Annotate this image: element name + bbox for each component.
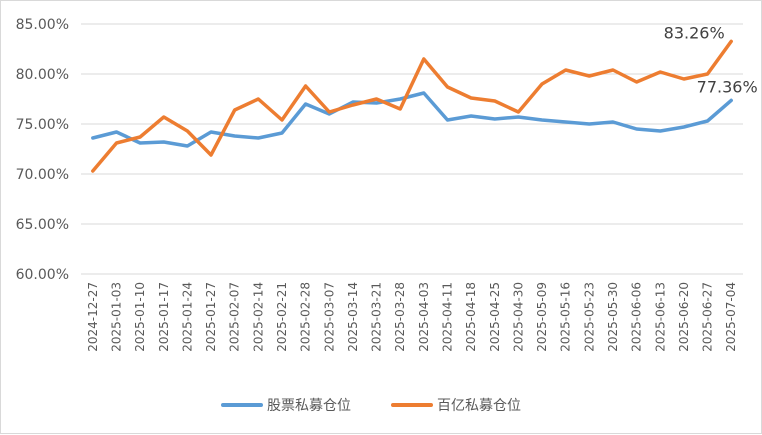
gridlines <box>81 23 743 225</box>
x-tick-label: 2025-04-03 <box>417 282 431 352</box>
x-tick-label: 2025-04-25 <box>488 282 502 352</box>
x-tick-label: 2025-01-27 <box>204 282 218 352</box>
x-tick-label: 2025-03-14 <box>346 282 360 352</box>
x-tick-label: 2025-02-07 <box>228 282 242 352</box>
x-tick-label: 2025-06-27 <box>701 282 715 352</box>
x-tick-label: 2024-12-27 <box>86 282 100 352</box>
y-tick-label: 80.00% <box>16 67 69 83</box>
y-axis-ticks: 60.00% 65.00% 70.00% 75.00% 80.00% 85.00% <box>16 17 69 283</box>
x-tick-label: 2025-02-21 <box>275 282 289 352</box>
x-tick-label: 2025-05-09 <box>535 282 549 352</box>
x-tick-label: 2025-02-14 <box>251 282 265 352</box>
end-label-baiyi: 83.26% <box>664 23 725 42</box>
x-tick-label: 2025-05-30 <box>606 282 620 352</box>
x-tick-label: 2025-06-06 <box>630 282 644 352</box>
x-tick-label: 2025-01-24 <box>180 282 194 352</box>
legend-label-stock: 股票私募仓位 <box>267 398 351 414</box>
series-line-stock <box>91 91 733 148</box>
x-tick-label: 2025-05-16 <box>559 282 573 352</box>
x-axis-ticks: 2024-12-27 2025-01-03 2025-01-10 2025-01-17… <box>86 282 738 352</box>
series-line-baiyi <box>91 39 733 173</box>
y-tick-label: 75.00% <box>16 117 69 133</box>
x-tick-label: 2025-07-04 <box>724 282 738 352</box>
x-tick-label: 2025-04-18 <box>464 282 478 352</box>
x-tick-label: 2025-04-11 <box>440 282 454 352</box>
x-tick-label: 2025-03-28 <box>393 282 407 352</box>
x-tick-label: 2025-04-30 <box>511 282 525 352</box>
y-tick-label: 85.00% <box>16 17 69 33</box>
y-tick-label: 65.00% <box>16 217 69 233</box>
legend: 股票私募仓位 百亿私募仓位 <box>221 398 521 414</box>
x-tick-label: 2025-06-20 <box>677 282 691 352</box>
x-tick-label: 2025-03-21 <box>370 282 384 352</box>
end-label-stock: 77.36% <box>697 77 758 96</box>
x-tick-label: 2025-06-13 <box>653 282 667 352</box>
legend-label-baiyi: 百亿私募仓位 <box>437 398 521 414</box>
x-tick-label: 2025-05-23 <box>582 282 596 352</box>
series-lines <box>91 39 733 173</box>
x-tick-label: 2025-01-17 <box>157 282 171 352</box>
x-tick-label: 2025-02-28 <box>299 282 313 352</box>
x-tick-label: 2025-01-10 <box>133 282 147 352</box>
y-tick-label: 70.00% <box>16 167 69 183</box>
x-tick-label: 2025-03-07 <box>322 282 336 352</box>
y-tick-label: 60.00% <box>16 267 69 283</box>
x-tick-label: 2025-01-03 <box>109 282 123 352</box>
